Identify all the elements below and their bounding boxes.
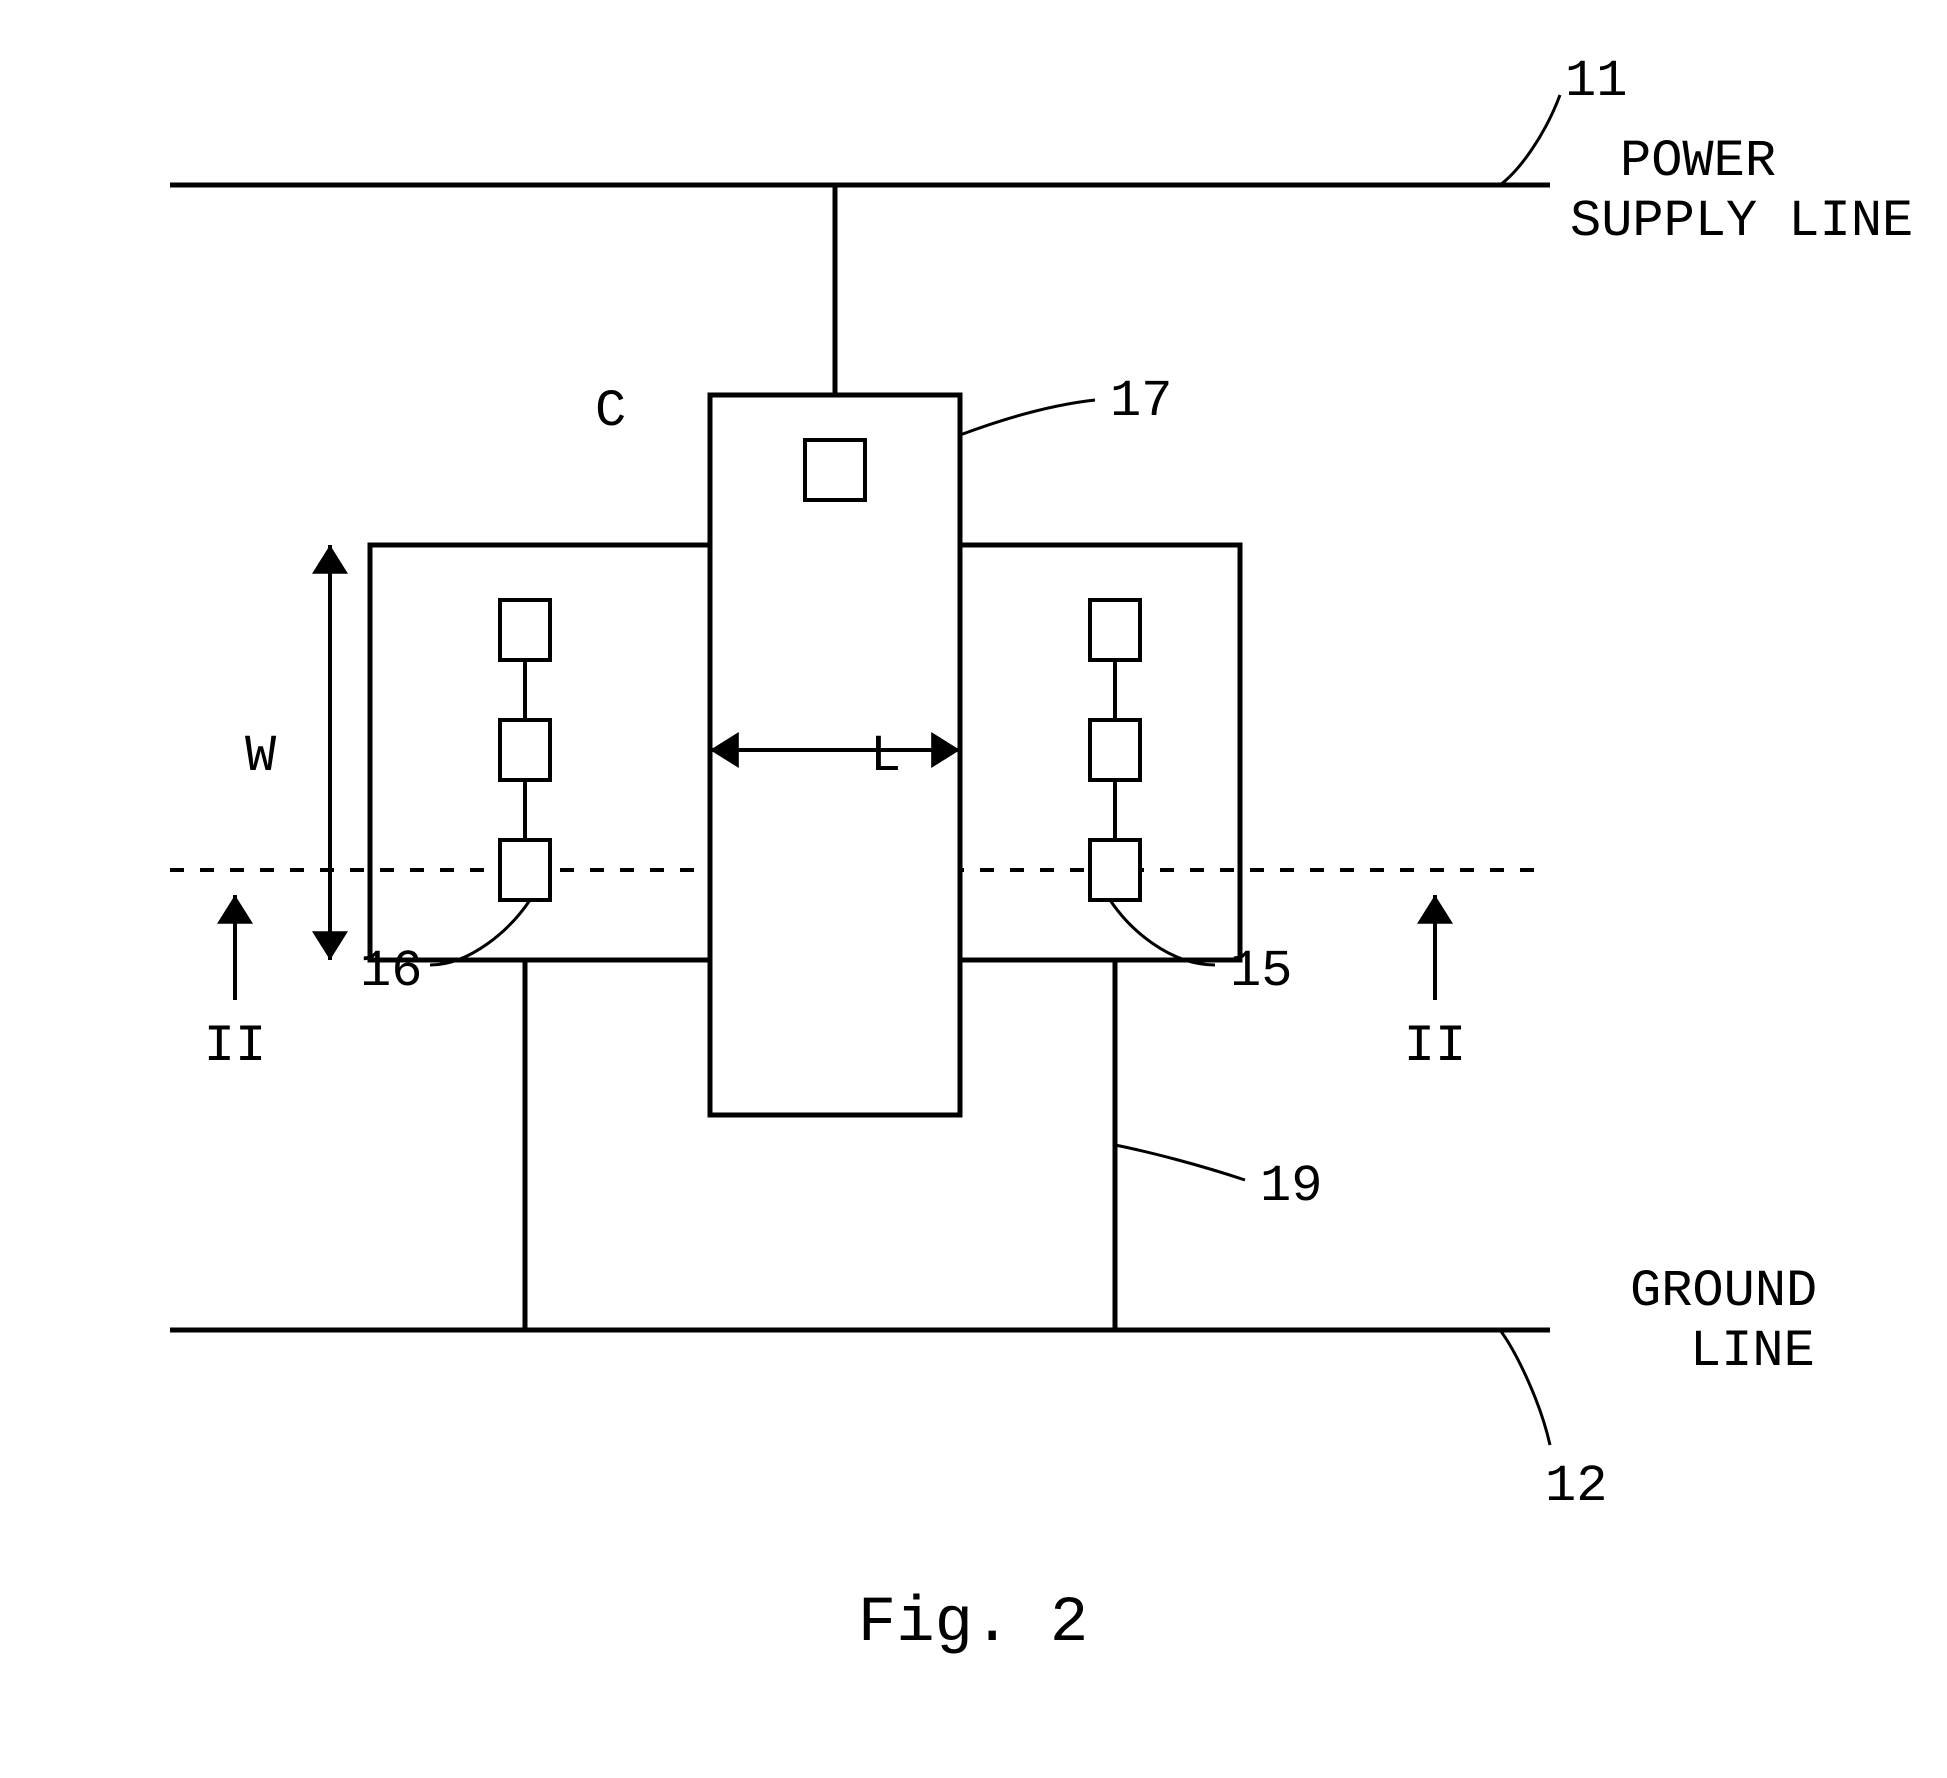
label-ground-1: GROUND xyxy=(1630,1262,1817,1321)
ref-16: 16 xyxy=(360,942,422,1001)
ref-11: 11 xyxy=(1565,52,1627,111)
right-contact-3 xyxy=(1090,840,1140,900)
label-w: W xyxy=(245,727,277,786)
right-contact-1 xyxy=(1090,600,1140,660)
left-contact-1 xyxy=(500,600,550,660)
label-ii-right: II xyxy=(1404,1017,1466,1076)
label-power-1: POWER xyxy=(1620,132,1776,191)
label-c: C xyxy=(595,382,626,441)
gate-region xyxy=(710,395,960,1115)
leader-12 xyxy=(1500,1330,1550,1445)
leader-19 xyxy=(1115,1145,1245,1180)
ref-12: 12 xyxy=(1545,1457,1607,1516)
shape xyxy=(312,545,348,574)
shape xyxy=(312,931,348,960)
shape xyxy=(217,895,253,924)
label-power-2: SUPPLY LINE xyxy=(1570,192,1913,251)
label-ground-2: LINE xyxy=(1690,1322,1815,1381)
ref-19: 19 xyxy=(1260,1157,1322,1216)
label-ii-left: II xyxy=(204,1017,266,1076)
left-contact-3 xyxy=(500,840,550,900)
ref-17: 17 xyxy=(1110,372,1172,431)
gate-contact xyxy=(805,440,865,500)
leader-17 xyxy=(960,400,1095,435)
figure-caption: Fig. 2 xyxy=(858,1588,1088,1660)
leader-11 xyxy=(1500,95,1560,185)
left-contact-2 xyxy=(500,720,550,780)
right-contact-2 xyxy=(1090,720,1140,780)
ref-15: 15 xyxy=(1230,942,1292,1001)
label-l: L xyxy=(870,727,901,786)
shape xyxy=(1417,895,1453,924)
